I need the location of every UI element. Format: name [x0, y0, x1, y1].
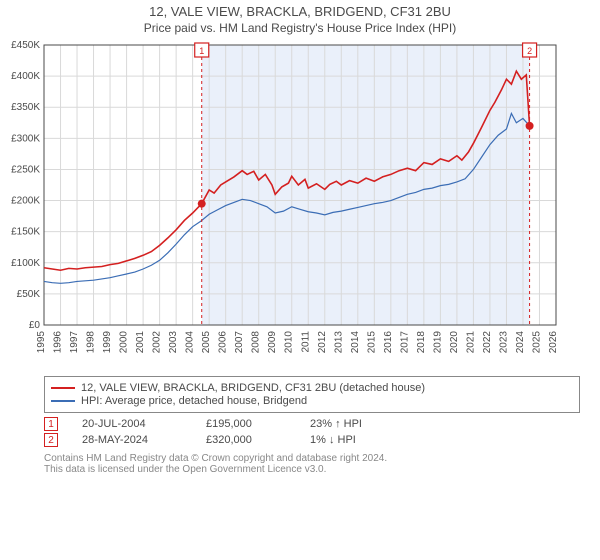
sale-row: 1 20-JUL-2004 £195,000 23% ↑ HPI: [44, 417, 580, 431]
sale-price: £195,000: [206, 418, 286, 430]
svg-text:£400K: £400K: [11, 71, 40, 82]
sale-marker-icon: 2: [44, 433, 58, 447]
svg-text:2013: 2013: [333, 331, 344, 354]
svg-text:1997: 1997: [69, 331, 80, 354]
sales-table: 1 20-JUL-2004 £195,000 23% ↑ HPI 2 28-MAY-202…: [44, 417, 580, 447]
svg-text:£200K: £200K: [11, 196, 40, 207]
svg-text:2020: 2020: [449, 331, 460, 354]
footer-line1: Contains HM Land Registry data © Crown c…: [44, 453, 580, 464]
title-subtitle: Price paid vs. HM Land Registry's House …: [0, 21, 600, 35]
svg-text:2009: 2009: [267, 331, 278, 354]
svg-text:1995: 1995: [36, 331, 47, 354]
svg-text:£350K: £350K: [11, 102, 40, 113]
svg-text:2015: 2015: [366, 331, 377, 354]
svg-text:2022: 2022: [482, 331, 493, 354]
svg-text:£0: £0: [29, 320, 41, 331]
svg-text:£150K: £150K: [11, 227, 40, 238]
svg-text:1: 1: [199, 46, 204, 56]
sale-delta: 23% ↑ HPI: [310, 418, 390, 430]
svg-text:2003: 2003: [168, 331, 179, 354]
svg-text:2001: 2001: [135, 331, 146, 354]
title-address: 12, VALE VIEW, BRACKLA, BRIDGEND, CF31 2…: [0, 4, 600, 19]
sale-date: 20-JUL-2004: [82, 418, 182, 430]
legend-item: 12, VALE VIEW, BRACKLA, BRIDGEND, CF31 2…: [51, 382, 573, 394]
svg-text:2011: 2011: [300, 331, 311, 353]
svg-text:2012: 2012: [317, 331, 328, 354]
svg-text:1998: 1998: [86, 331, 97, 354]
svg-text:2010: 2010: [284, 331, 295, 354]
svg-text:2026: 2026: [548, 331, 559, 354]
footer-attribution: Contains HM Land Registry data © Crown c…: [44, 453, 580, 475]
sale-date: 28-MAY-2024: [82, 434, 182, 446]
svg-text:2016: 2016: [383, 331, 394, 354]
svg-text:2017: 2017: [399, 331, 410, 354]
svg-text:£50K: £50K: [17, 289, 41, 300]
svg-text:2002: 2002: [152, 331, 163, 354]
legend-swatch: [51, 387, 75, 389]
sale-row: 2 28-MAY-2024 £320,000 1% ↓ HPI: [44, 433, 580, 447]
svg-text:2000: 2000: [119, 331, 130, 354]
svg-text:2: 2: [527, 46, 532, 56]
svg-text:£450K: £450K: [11, 40, 40, 51]
svg-text:2006: 2006: [218, 331, 229, 354]
svg-text:2014: 2014: [350, 331, 361, 354]
svg-text:2025: 2025: [531, 331, 542, 354]
sale-marker-icon: 1: [44, 417, 58, 431]
legend-swatch: [51, 400, 75, 402]
footer-line2: This data is licensed under the Open Gov…: [44, 464, 580, 475]
svg-text:£100K: £100K: [11, 258, 40, 269]
svg-text:2007: 2007: [234, 331, 245, 354]
svg-text:2018: 2018: [416, 331, 427, 354]
legend-item: HPI: Average price, detached house, Brid…: [51, 395, 573, 407]
svg-text:2019: 2019: [432, 331, 443, 354]
legend-label: 12, VALE VIEW, BRACKLA, BRIDGEND, CF31 2…: [81, 382, 425, 394]
svg-text:£250K: £250K: [11, 164, 40, 175]
svg-text:2023: 2023: [498, 331, 509, 354]
legend: 12, VALE VIEW, BRACKLA, BRIDGEND, CF31 2…: [44, 376, 580, 413]
svg-text:2005: 2005: [201, 331, 212, 354]
svg-text:£300K: £300K: [11, 133, 40, 144]
price-chart: £0 £50K £100K £150K £200K £250K £300K £350K £400…: [0, 35, 600, 370]
svg-text:1999: 1999: [102, 331, 113, 354]
sale-price: £320,000: [206, 434, 286, 446]
svg-text:2024: 2024: [515, 331, 526, 354]
svg-text:2004: 2004: [185, 331, 196, 354]
sale-delta: 1% ↓ HPI: [310, 434, 390, 446]
svg-text:2008: 2008: [251, 331, 262, 354]
svg-text:2021: 2021: [465, 331, 476, 354]
svg-text:1996: 1996: [53, 331, 64, 354]
legend-label: HPI: Average price, detached house, Brid…: [81, 395, 307, 407]
